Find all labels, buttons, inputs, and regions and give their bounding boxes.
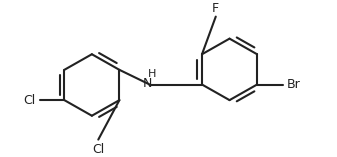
Text: H: H <box>148 68 157 78</box>
Text: Br: Br <box>286 78 300 91</box>
Text: N: N <box>143 77 153 90</box>
Text: Cl: Cl <box>92 143 104 156</box>
Text: F: F <box>212 2 219 15</box>
Text: Cl: Cl <box>24 94 36 107</box>
